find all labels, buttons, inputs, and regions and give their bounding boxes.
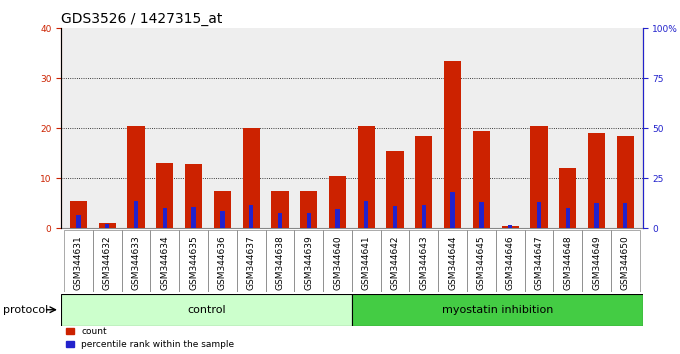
Bar xyxy=(415,136,432,228)
Bar xyxy=(611,230,640,292)
Bar xyxy=(156,163,173,228)
Bar xyxy=(537,202,541,228)
Text: GSM344643: GSM344643 xyxy=(420,235,428,290)
Bar xyxy=(93,230,122,292)
Bar xyxy=(163,208,167,228)
Bar xyxy=(61,294,352,326)
Bar xyxy=(127,126,145,228)
Bar xyxy=(243,129,260,228)
Bar xyxy=(352,230,381,292)
Bar xyxy=(594,203,598,228)
Bar xyxy=(554,230,582,292)
Bar xyxy=(438,230,467,292)
Bar xyxy=(150,230,180,292)
Bar xyxy=(352,294,643,326)
Bar xyxy=(393,206,397,228)
Bar xyxy=(185,164,202,228)
Bar xyxy=(444,61,461,228)
Bar xyxy=(409,230,438,292)
Bar xyxy=(496,230,524,292)
Text: GSM344637: GSM344637 xyxy=(247,235,256,290)
Bar xyxy=(192,207,196,228)
Text: GSM344645: GSM344645 xyxy=(477,235,486,290)
Bar xyxy=(294,230,323,292)
Bar xyxy=(617,136,634,228)
Text: GSM344650: GSM344650 xyxy=(621,235,630,290)
Bar xyxy=(559,169,577,228)
Bar xyxy=(335,209,340,228)
Text: GSM344639: GSM344639 xyxy=(304,235,313,290)
Text: GSM344636: GSM344636 xyxy=(218,235,227,290)
Bar xyxy=(566,208,570,228)
Bar xyxy=(70,201,87,228)
Bar xyxy=(524,230,554,292)
Bar xyxy=(105,224,109,228)
Bar xyxy=(530,126,547,228)
Bar xyxy=(450,192,455,228)
Bar xyxy=(307,213,311,228)
Text: myostatin inhibition: myostatin inhibition xyxy=(441,305,553,315)
Bar xyxy=(134,201,138,228)
Bar xyxy=(623,203,628,228)
Text: GSM344648: GSM344648 xyxy=(563,235,573,290)
Bar xyxy=(588,133,605,228)
Bar xyxy=(582,230,611,292)
Text: GSM344640: GSM344640 xyxy=(333,235,342,290)
Text: GSM344641: GSM344641 xyxy=(362,235,371,290)
Bar xyxy=(278,213,282,228)
Bar xyxy=(271,191,288,228)
Text: GSM344646: GSM344646 xyxy=(506,235,515,290)
Bar xyxy=(237,230,266,292)
Text: GSM344631: GSM344631 xyxy=(74,235,83,290)
Bar xyxy=(508,225,512,228)
Bar xyxy=(381,230,409,292)
Bar xyxy=(76,215,81,228)
Bar xyxy=(323,230,352,292)
Bar xyxy=(300,191,318,228)
Bar xyxy=(249,205,254,228)
Bar xyxy=(364,201,369,228)
Text: GSM344649: GSM344649 xyxy=(592,235,601,290)
Bar xyxy=(220,211,224,228)
Text: control: control xyxy=(187,305,226,315)
Bar xyxy=(473,131,490,228)
Bar xyxy=(329,176,346,228)
Bar xyxy=(180,230,208,292)
Bar xyxy=(208,230,237,292)
Bar xyxy=(214,191,231,228)
Bar xyxy=(422,205,426,228)
Text: GSM344647: GSM344647 xyxy=(534,235,543,290)
Text: protocol: protocol xyxy=(3,305,49,315)
Bar xyxy=(386,151,404,228)
Text: GSM344634: GSM344634 xyxy=(160,235,169,290)
Text: GSM344635: GSM344635 xyxy=(189,235,198,290)
Bar xyxy=(358,126,375,228)
Bar xyxy=(266,230,294,292)
Text: GSM344632: GSM344632 xyxy=(103,235,112,290)
Bar xyxy=(467,230,496,292)
Text: GSM344642: GSM344642 xyxy=(390,235,400,290)
Text: GSM344638: GSM344638 xyxy=(275,235,284,290)
Text: GSM344644: GSM344644 xyxy=(448,235,457,290)
Text: GSM344633: GSM344633 xyxy=(131,235,141,290)
Text: GDS3526 / 1427315_at: GDS3526 / 1427315_at xyxy=(61,12,222,26)
Bar xyxy=(122,230,150,292)
Bar xyxy=(99,223,116,228)
Bar xyxy=(64,230,93,292)
Legend: count, percentile rank within the sample: count, percentile rank within the sample xyxy=(66,327,234,349)
Bar xyxy=(502,226,519,228)
Bar xyxy=(479,202,483,228)
